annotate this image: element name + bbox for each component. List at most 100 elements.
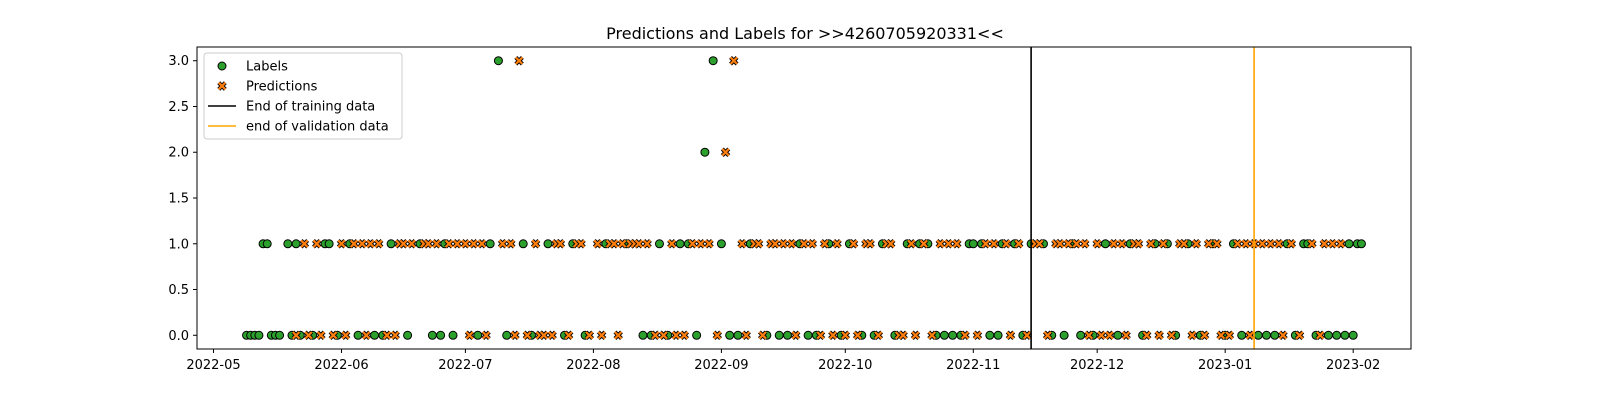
y-tick-label: 2.5: [168, 100, 189, 115]
prediction-point: [1096, 330, 1107, 340]
label-point: [1113, 330, 1123, 340]
prediction-point: [865, 239, 875, 249]
label-point: [700, 147, 710, 157]
prediction-point: [1265, 239, 1276, 249]
x-tick-label: 2022-10: [818, 358, 872, 373]
x-tick-label: 2022-11: [946, 358, 1000, 373]
prediction-point: [617, 239, 628, 249]
prediction-point: [1319, 239, 1330, 249]
prediction-point: [1191, 239, 1201, 249]
prediction-point: [658, 330, 669, 340]
label-point: [254, 330, 264, 340]
prediction-point: [522, 330, 533, 340]
label-point: [262, 239, 272, 249]
legend: Labels Predictions End of training data end…: [203, 52, 403, 140]
label-point: [1237, 330, 1247, 340]
prediction-point: [952, 239, 962, 249]
prediction-point: [1080, 239, 1090, 249]
label-point: [473, 330, 483, 340]
label-point: [774, 330, 784, 340]
prediction-point: [1294, 330, 1305, 340]
prediction-point: [1154, 330, 1164, 340]
chart-title: Predictions and Labels for >>42607059203…: [606, 24, 1004, 43]
x-tick-label: 2022-06: [314, 358, 368, 373]
prediction-point: [1005, 330, 1016, 340]
prediction-point: [1042, 330, 1053, 340]
prediction-point: [1022, 330, 1032, 340]
prediction-point: [712, 330, 723, 340]
prediction-point: [1014, 239, 1024, 249]
prediction-point: [1216, 330, 1226, 340]
prediction-point: [365, 239, 376, 249]
plot-area: [242, 47, 1366, 349]
label-point: [493, 56, 503, 66]
prediction-point: [852, 330, 863, 340]
prediction-point: [1092, 239, 1102, 249]
y-tick-label: 1.0: [168, 237, 189, 252]
label-point: [675, 239, 685, 249]
prediction-point: [555, 239, 566, 249]
prediction-point: [1315, 330, 1325, 340]
label-point: [1323, 330, 1333, 340]
legend-marker-x: [217, 81, 227, 91]
label-point: [725, 330, 735, 340]
prediction-point: [943, 239, 954, 249]
prediction-point: [530, 239, 541, 249]
label-point: [1348, 330, 1358, 340]
prediction-point: [477, 239, 487, 249]
x-tick-label: 2022-09: [694, 358, 748, 373]
prediction-point: [1241, 239, 1251, 249]
prediction-point: [960, 330, 970, 340]
prediction-point: [361, 330, 372, 340]
label-point: [283, 239, 293, 249]
label-point: [716, 239, 726, 249]
prediction-point: [972, 330, 983, 340]
prediction-point: [336, 239, 347, 249]
label-point: [708, 56, 718, 66]
series-predictions: [291, 56, 1346, 340]
prediction-point: [1307, 239, 1317, 249]
prediction-point: [1063, 239, 1073, 249]
prediction-point: [506, 239, 516, 249]
label-point: [1356, 239, 1366, 249]
x-tick-label: 2023-02: [1326, 358, 1380, 373]
prediction-point: [791, 330, 801, 340]
axes: 2022-05 2022-06 2022-07 2022-08 2022-09 2022-…: [168, 46, 1412, 373]
prediction-point: [1055, 239, 1065, 249]
prediction-point: [729, 56, 739, 66]
prediction-point: [1117, 239, 1127, 249]
prediction-point: [497, 239, 508, 249]
prediction-point: [1203, 239, 1214, 249]
prediction-point: [1108, 239, 1119, 249]
legend-marker-circle: [217, 61, 227, 71]
prediction-point: [1133, 239, 1144, 249]
label-point: [436, 330, 446, 340]
prediction-point: [799, 239, 809, 249]
prediction-point: [873, 330, 884, 340]
x-tick-label: 2022-12: [1070, 358, 1124, 373]
prediction-point: [1245, 330, 1255, 340]
legend-entry: Labels: [217, 60, 288, 75]
label-point: [403, 330, 413, 340]
x-tick-label: 2022-05: [186, 358, 240, 373]
prediction-point: [696, 239, 706, 249]
legend-label: Predictions: [246, 80, 318, 95]
x-tick-label: 2023-01: [1198, 358, 1252, 373]
prediction-point: [373, 239, 384, 249]
prediction-point: [919, 239, 929, 249]
prediction-point: [1274, 239, 1284, 249]
prediction-point: [642, 239, 652, 249]
x-tick-label: 2022-07: [438, 358, 492, 373]
prediction-point: [1212, 239, 1222, 249]
label-point: [654, 239, 664, 249]
prediction-point: [885, 239, 896, 249]
legend-label: Labels: [246, 60, 288, 75]
label-point: [692, 330, 702, 340]
prediction-point: [444, 239, 454, 249]
prediction-point: [980, 239, 991, 249]
prediction-point: [704, 239, 714, 249]
label-point: [733, 330, 743, 340]
legend-label: End of training data: [246, 100, 375, 115]
prediction-point: [468, 239, 479, 249]
